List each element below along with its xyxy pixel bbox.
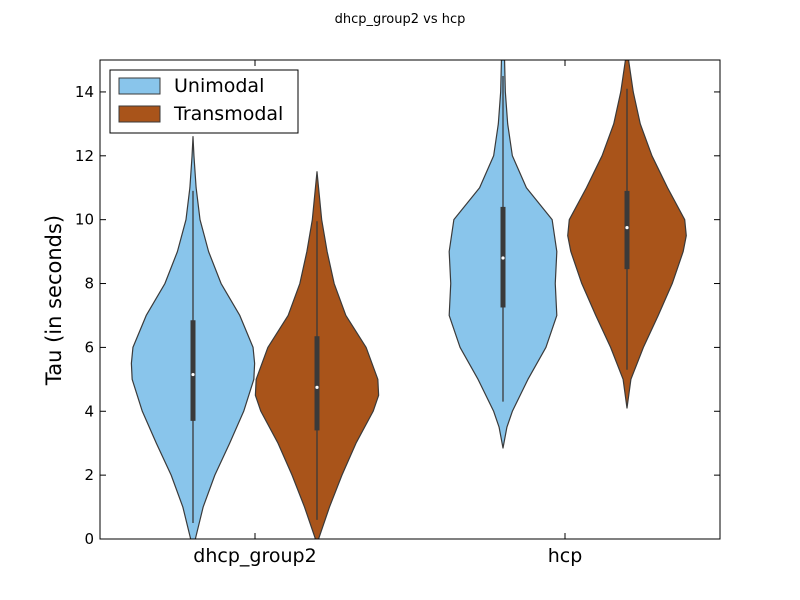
median-dot-unimodal-dhcp_group2: [191, 372, 195, 377]
legend-swatch-unimodal: [118, 77, 161, 95]
y-tick-label: 2: [84, 466, 94, 484]
y-tick-label: 12: [75, 147, 94, 165]
y-tick-label: 0: [84, 530, 94, 548]
legend-label-transmodal: Transmodal: [173, 103, 283, 125]
y-axis: 0 2 4 6 8 10 12 14: [75, 83, 720, 548]
x-tick-label: dhcp_group2: [193, 545, 316, 567]
y-tick-label: 14: [75, 83, 94, 101]
iqr-box-unimodal-dhcp_group2: [190, 320, 196, 421]
legend: Unimodal Transmodal: [109, 69, 299, 134]
y-axis-label: Tau (in seconds): [42, 215, 66, 386]
legend-swatch-transmodal: [118, 105, 161, 123]
median-dot-transmodal-hcp: [625, 226, 629, 230]
y-tick-label: 4: [84, 402, 94, 420]
x-tick-label: hcp: [548, 545, 583, 567]
iqr-box-transmodal-hcp: [624, 190, 630, 270]
y-tick-label: 6: [84, 338, 94, 356]
median-dot-unimodal-hcp: [501, 256, 505, 260]
violins-layer: [130, 60, 687, 539]
y-tick-label: 8: [84, 275, 94, 293]
chart-title: dhcp_group2 vs hcp: [335, 12, 466, 27]
x-axis: dhcp_group2 hcp: [193, 60, 582, 567]
y-tick-label: 10: [75, 211, 94, 229]
iqr-box-transmodal-dhcp_group2: [314, 336, 320, 431]
inner-boxes-layer: [190, 75, 630, 524]
median-dot-transmodal-dhcp_group2: [315, 385, 319, 389]
plot-frame: [99, 59, 721, 540]
legend-label-unimodal: Unimodal: [174, 75, 264, 97]
